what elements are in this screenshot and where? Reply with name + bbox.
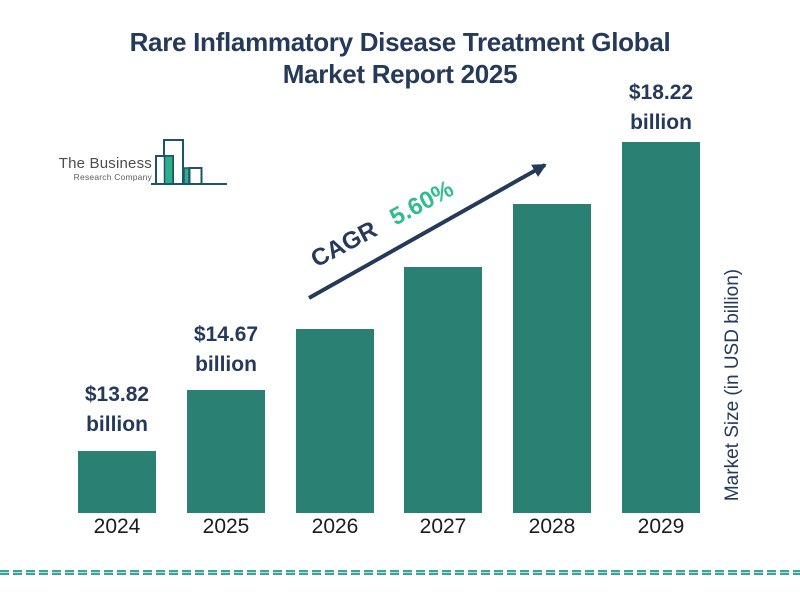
divider-core-line bbox=[0, 572, 800, 573]
bottom-dashed-divider bbox=[0, 570, 800, 575]
page-title: Rare Inflammatory Disease Treatment Glob… bbox=[0, 26, 800, 90]
x-tick-2025: 2025 bbox=[202, 515, 250, 538]
value-unit: billion bbox=[86, 413, 148, 436]
x-tick-2029: 2029 bbox=[637, 515, 685, 538]
logo-bar-chart-icon bbox=[151, 139, 227, 185]
value-label-2025: $14.67 billion bbox=[161, 320, 291, 380]
bar-2026 bbox=[296, 329, 374, 513]
x-tick-2027: 2027 bbox=[419, 515, 467, 538]
value-unit: billion bbox=[195, 353, 257, 376]
bar-2028 bbox=[513, 204, 591, 513]
bar-2029 bbox=[622, 142, 700, 513]
value-unit: billion bbox=[630, 111, 692, 134]
value-amount: $13.82 bbox=[84, 383, 150, 406]
x-tick-2028: 2028 bbox=[528, 515, 576, 538]
logo-company-name: The Business bbox=[58, 155, 152, 172]
title-line-1: Rare Inflammatory Disease Treatment Glob… bbox=[129, 27, 671, 57]
bar-2024 bbox=[78, 451, 156, 513]
title-line-2: Market Report 2025 bbox=[282, 59, 518, 89]
company-logo: The Business Research Company bbox=[55, 134, 235, 194]
y-axis-label: Market Size (in USD billion) bbox=[722, 268, 743, 502]
x-tick-2026: 2026 bbox=[311, 515, 359, 538]
value-label-2024: $13.82 billion bbox=[52, 380, 182, 440]
cagr-trend-arrow-icon bbox=[308, 163, 547, 300]
logo-text: The Business Research Company bbox=[55, 155, 152, 183]
bar-2025 bbox=[187, 390, 265, 513]
x-tick-2024: 2024 bbox=[93, 515, 141, 538]
logo-company-subname: Research Company bbox=[73, 172, 152, 182]
value-amount: $14.67 bbox=[193, 323, 259, 346]
value-amount: $18.22 bbox=[628, 81, 694, 104]
value-label-2029: $18.22 billion bbox=[596, 78, 726, 138]
bar-2027 bbox=[404, 267, 482, 513]
